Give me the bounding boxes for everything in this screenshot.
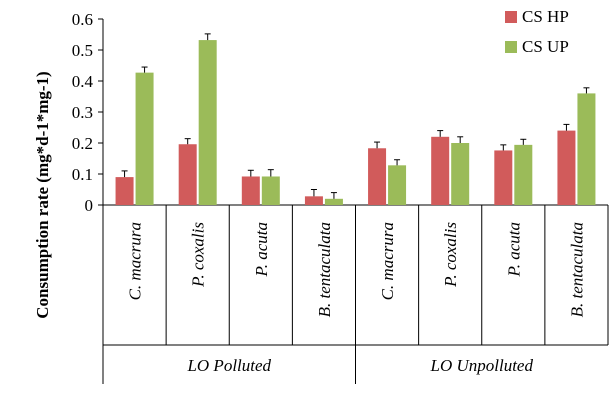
legend: CS HP CS UP	[505, 7, 569, 56]
y-axis-title: Consumption rate (mg*d-1*mg-1)	[33, 71, 52, 318]
x-tick-label: P. acuta	[252, 222, 271, 277]
bar-cs-hp	[494, 150, 513, 205]
bar-cs-up	[261, 176, 280, 205]
legend-swatch	[505, 41, 517, 53]
x-tick-label: B. tentaculata	[315, 222, 334, 317]
x-tick-label: B. tentaculata	[567, 222, 586, 317]
bar-cs-hp	[557, 130, 576, 205]
bar-cs-hp	[115, 177, 134, 205]
bar-cs-hp	[368, 148, 387, 205]
x-tick-label: C. macrura	[126, 222, 145, 300]
bar-cs-hp	[304, 196, 323, 205]
x-tick-label: C. macrura	[378, 222, 397, 300]
bar-cs-up	[135, 72, 154, 205]
group-label: LO Polluted	[186, 356, 271, 375]
legend-label: CS HP	[522, 7, 569, 26]
bar-cs-up	[577, 93, 596, 205]
x-tick-label: P. coxalis	[441, 222, 460, 288]
legend-swatch	[505, 11, 517, 23]
bar-cs-up	[324, 198, 343, 205]
plot-area: 0 0.1 0.2 0.3 0.4 0.5 0.6 C. macrura P. coxalis P…	[72, 10, 609, 384]
y-axis-title-group: Consumption rate (mg*d-1*mg-1)	[33, 71, 52, 318]
y-tick-label: 0.3	[72, 103, 93, 122]
bar-cs-up	[198, 40, 217, 205]
bar-cs-hp	[178, 144, 197, 205]
y-tick-label: 0.6	[72, 10, 93, 29]
group-label: LO Unpolluted	[430, 356, 534, 375]
legend-label: CS UP	[522, 37, 569, 56]
x-tick-label: P. coxalis	[189, 222, 208, 288]
x-tick-label: P. acuta	[504, 222, 523, 277]
bar-cs-hp	[431, 136, 450, 205]
bar-cs-hp	[241, 176, 260, 205]
y-tick-label: 0.1	[72, 165, 93, 184]
y-tick-label: 0.5	[72, 41, 93, 60]
bar-cs-up	[388, 165, 407, 205]
y-tick-label: 0	[85, 196, 94, 215]
bar-cs-up	[451, 143, 470, 205]
y-tick-label: 0.4	[72, 72, 94, 91]
bar-cs-up	[514, 144, 533, 205]
y-tick-label: 0.2	[72, 134, 93, 153]
